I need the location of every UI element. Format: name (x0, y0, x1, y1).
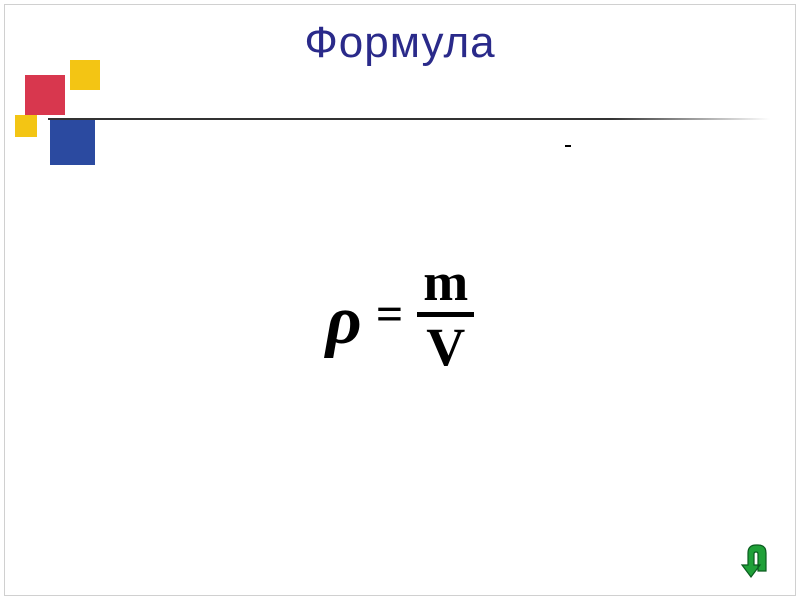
horizontal-divider (48, 118, 770, 120)
decor-square-yellow-bottom (15, 115, 37, 137)
formula-equals: = (376, 287, 403, 342)
density-formula: ρ = m V (0, 255, 800, 374)
decor-square-blue (50, 120, 95, 165)
decor-square-red (25, 75, 65, 115)
page-title: Формула (0, 18, 800, 68)
corner-decoration (15, 60, 115, 160)
formula-fraction: m V (417, 255, 474, 374)
formula-denominator: V (420, 320, 471, 374)
stray-dash (565, 145, 571, 147)
formula-lhs: ρ (326, 281, 362, 361)
u-turn-arrow-icon (734, 541, 774, 579)
decor-square-yellow-top (70, 60, 100, 90)
back-button[interactable] (732, 540, 776, 580)
title-text: Формула (304, 18, 495, 67)
formula-numerator: m (417, 255, 474, 309)
u-turn-arrow-path (742, 545, 766, 577)
